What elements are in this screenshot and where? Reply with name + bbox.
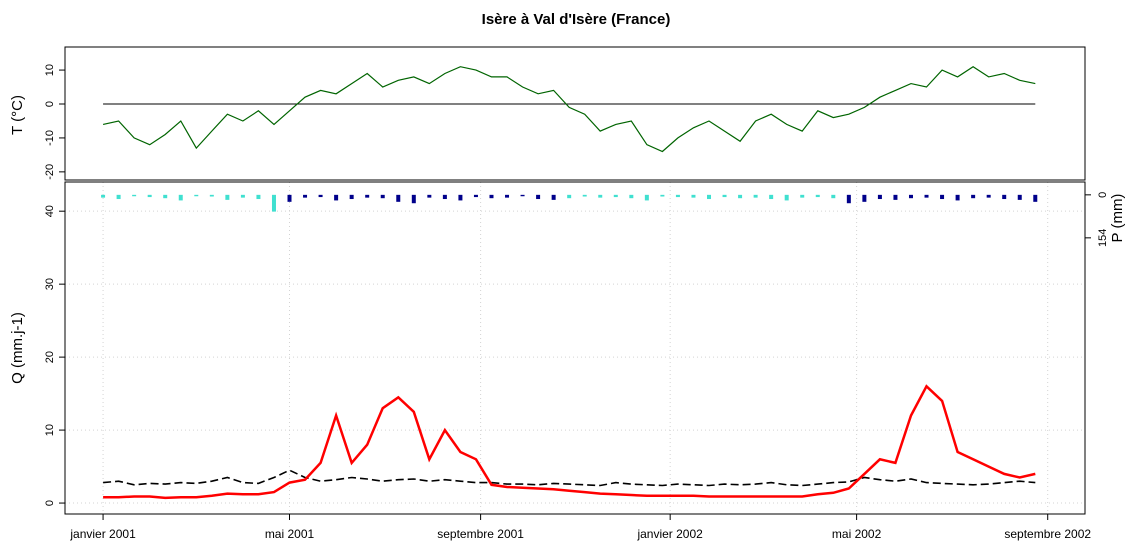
x-tick-label: septembre 2001 <box>437 527 524 541</box>
precip-bar <box>644 194 649 201</box>
precip-bar <box>753 194 758 198</box>
precip-bar <box>660 194 665 197</box>
precip-bar <box>551 194 556 200</box>
precip-bar <box>815 194 820 198</box>
precip-bar <box>924 194 929 198</box>
precip-bar <box>567 194 572 199</box>
x-tick-label: janvier 2001 <box>69 527 136 541</box>
precip-bar <box>971 194 976 199</box>
x-tick-label: mai 2002 <box>832 527 882 541</box>
precip-bar <box>147 194 152 198</box>
precip-bar <box>396 194 401 202</box>
y-tick-label: 0 <box>44 500 56 506</box>
chart-title: Isère à Val d'Isère (France) <box>482 11 671 28</box>
precip-bar <box>271 194 276 212</box>
y-axis-label: T (°C) <box>9 95 26 135</box>
precip-bar <box>738 194 743 199</box>
precip-bar <box>877 194 882 200</box>
precip-bar <box>427 194 432 198</box>
y-tick-label: 20 <box>44 351 56 363</box>
x-tick-label: mai 2001 <box>265 527 315 541</box>
precip-bar <box>582 194 587 197</box>
precip-bar <box>318 194 323 198</box>
precip-bar <box>598 194 603 198</box>
precip-bar <box>178 194 183 201</box>
plot-frame <box>64 46 1086 181</box>
precip-bar <box>1033 194 1038 202</box>
precip-bar <box>908 194 913 199</box>
precip-bar <box>955 194 960 201</box>
plot-frame <box>64 181 1086 515</box>
precip-bar <box>442 194 447 200</box>
precip-bar <box>256 194 261 200</box>
precip-bar <box>1017 194 1022 200</box>
precip-bar <box>349 194 354 200</box>
series-line <box>102 65 1036 153</box>
precip-bar <box>489 194 494 199</box>
precip-bar <box>473 194 478 198</box>
y2-tick-label: 154 <box>1097 229 1109 247</box>
y-tick-label: 0 <box>44 101 56 107</box>
x-tick-label: janvier 2002 <box>636 527 703 541</box>
precip-bar <box>505 194 510 198</box>
y2-axis-label: P (mm) <box>1109 194 1126 243</box>
precip-bar <box>209 194 214 197</box>
precip-bar <box>629 194 634 199</box>
precip-bar <box>287 194 292 202</box>
y-tick-label: 10 <box>44 424 56 436</box>
y2-tick-label: 0 <box>1097 192 1109 198</box>
precip-bar <box>536 194 541 200</box>
precip-bar <box>303 194 308 198</box>
precip-bar <box>458 194 463 201</box>
precip-bar <box>132 194 137 197</box>
y-tick-label: 40 <box>44 205 56 217</box>
precip-bar <box>707 194 712 200</box>
precip-bar <box>1002 194 1007 200</box>
precip-bar <box>784 194 789 201</box>
precip-bar <box>893 194 898 200</box>
precip-bar <box>800 194 805 198</box>
precip-bar <box>862 194 867 202</box>
precip-bar <box>986 194 991 198</box>
precip-bar <box>334 194 339 201</box>
y-tick-label: -20 <box>44 164 56 180</box>
precip-bar <box>225 194 230 200</box>
y-tick-label: 10 <box>44 64 56 76</box>
precip-bar <box>722 194 727 198</box>
precip-bar <box>163 194 168 199</box>
y-tick-label: 30 <box>44 278 56 290</box>
precip-bar <box>194 194 199 197</box>
precip-bar <box>846 194 851 204</box>
precip-bar <box>101 194 106 198</box>
precip-bar <box>831 194 836 199</box>
precip-bar <box>116 194 121 200</box>
precip-bar <box>380 194 385 199</box>
precip-bar <box>411 194 416 204</box>
precip-bar <box>675 194 680 198</box>
precip-bar <box>240 194 245 198</box>
precip-bar <box>613 194 618 198</box>
precip-bar <box>365 194 370 198</box>
y-tick-label: -10 <box>44 130 56 146</box>
precip-bar <box>691 194 696 198</box>
y-axis-label: Q (mm.j-1) <box>9 312 26 384</box>
series-line <box>103 384 1036 500</box>
x-tick-label: septembre 2002 <box>1004 527 1091 541</box>
series-line <box>103 469 1036 487</box>
precip-bar <box>769 194 774 200</box>
precip-bar <box>520 194 525 197</box>
precip-bar <box>940 194 945 200</box>
